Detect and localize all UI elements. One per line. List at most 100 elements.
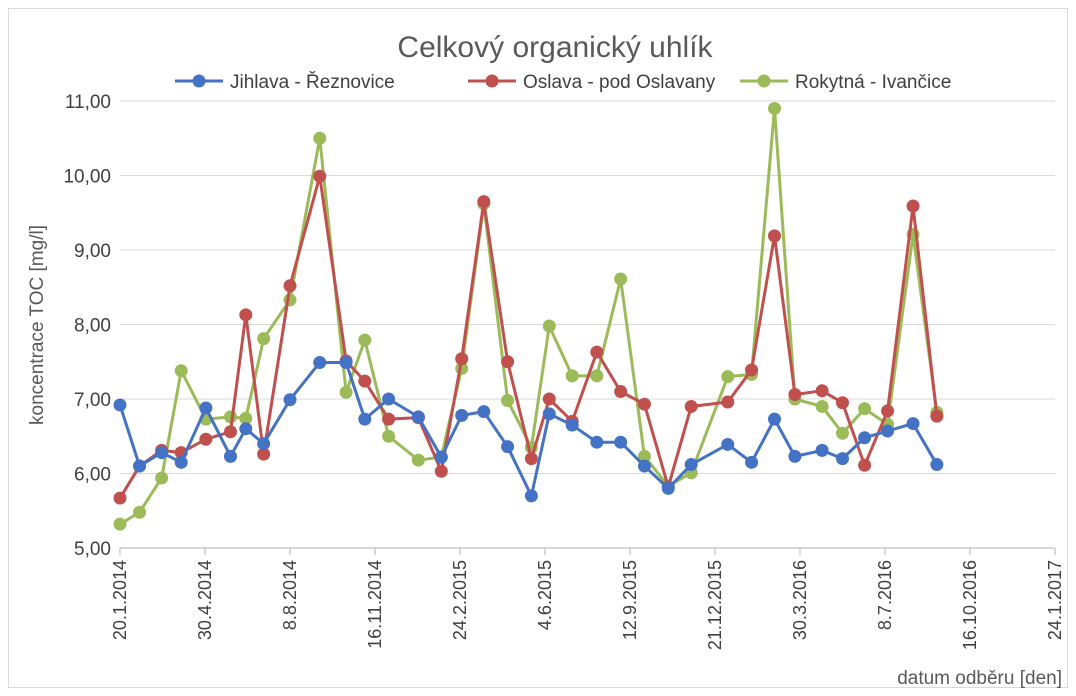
y-tick-label: 6,00	[74, 465, 111, 486]
data-point	[815, 399, 829, 413]
data-point	[637, 459, 651, 473]
data-point	[745, 363, 759, 377]
data-point	[501, 355, 515, 369]
data-point	[614, 385, 628, 399]
legend-item: Oslava - pod Oslavany	[468, 72, 716, 93]
legend: Jihlava - Řeznovice Oslava - pod Oslavany…	[175, 71, 951, 93]
x-tick-label: 20.1.2014	[110, 560, 130, 640]
data-point	[906, 417, 920, 431]
data-point	[257, 447, 271, 461]
data-point	[684, 399, 698, 413]
data-point	[283, 393, 297, 407]
legend-item: Rokytná - Ivančice	[740, 72, 951, 93]
data-point	[133, 459, 147, 473]
data-point	[788, 388, 802, 402]
data-point	[199, 432, 213, 446]
x-tick-label: 30.3.2016	[790, 560, 810, 640]
data-point	[745, 455, 759, 469]
data-point	[721, 370, 735, 384]
data-point	[477, 405, 491, 419]
data-point	[858, 458, 872, 472]
data-point	[113, 491, 127, 505]
legend-marker	[485, 74, 499, 88]
x-tick-label: 8.7.2016	[875, 560, 895, 630]
data-point	[906, 199, 920, 213]
data-point	[174, 364, 188, 378]
data-point	[239, 422, 253, 436]
data-point	[881, 424, 895, 438]
data-point	[768, 229, 781, 243]
y-tick-label: 11,00	[65, 92, 111, 113]
data-point	[358, 412, 372, 426]
data-point	[858, 431, 872, 445]
data-point	[155, 471, 169, 485]
data-point	[455, 408, 469, 422]
legend-label: Rokytná - Ivančice	[795, 72, 951, 93]
data-point	[434, 464, 448, 478]
data-point	[815, 443, 829, 457]
data-point	[815, 384, 829, 398]
series-0	[113, 355, 944, 503]
data-point	[590, 369, 604, 383]
data-point	[434, 450, 448, 464]
data-point	[501, 393, 515, 407]
series-2	[113, 101, 944, 531]
data-point	[524, 452, 538, 466]
x-tick-label: 21.12.2015	[705, 560, 725, 650]
data-point	[788, 449, 802, 463]
x-tick-label: 16.10.2016	[960, 560, 980, 650]
data-point	[339, 385, 353, 399]
legend-marker	[757, 74, 771, 88]
data-point	[930, 458, 944, 472]
data-point	[239, 308, 253, 322]
legend-item: Jihlava - Řeznovice	[175, 71, 395, 93]
data-point	[637, 397, 651, 411]
data-point	[881, 404, 895, 418]
data-point	[614, 435, 628, 449]
data-point	[524, 489, 538, 503]
x-tick-label: 12.9.2015	[620, 560, 640, 640]
data-point	[590, 345, 604, 359]
data-point	[721, 437, 735, 451]
data-point	[313, 131, 327, 145]
legend-label: Oslava - pod Oslavany	[523, 72, 716, 93]
data-point	[155, 446, 169, 460]
y-tick-label: 5,00	[74, 539, 111, 560]
data-point	[590, 435, 604, 449]
x-tick-labels: 20.1.2014 30.4.2014 8.8.2014 16.11.2014 24.2…	[110, 560, 1065, 650]
y-axis-label: koncentrace TOC [mg/l]	[27, 225, 48, 425]
data-point	[542, 319, 556, 333]
data-point	[768, 101, 781, 115]
data-point	[930, 409, 944, 423]
series-layer	[113, 101, 944, 531]
data-point	[565, 369, 579, 383]
data-point	[358, 374, 372, 388]
data-point	[174, 455, 188, 469]
data-point	[382, 412, 396, 426]
legend-marker	[192, 74, 206, 88]
legend-label: Jihlava - Řeznovice	[230, 71, 395, 93]
y-tick-label: 8,00	[74, 316, 111, 337]
data-point	[614, 272, 628, 286]
data-point	[199, 401, 213, 415]
data-point	[858, 402, 872, 416]
x-tick-label: 16.11.2014	[365, 560, 385, 649]
data-point	[382, 392, 396, 406]
data-point	[542, 392, 556, 406]
chart-frame	[8, 8, 1068, 688]
data-point	[224, 449, 237, 463]
x-axis-label: datum odběru [den]	[897, 668, 1062, 689]
data-point	[313, 355, 327, 369]
data-point	[358, 333, 372, 347]
data-point	[768, 412, 781, 426]
data-point	[684, 458, 698, 472]
x-tick-label: 30.4.2014	[195, 560, 215, 640]
data-point	[382, 429, 396, 443]
data-point	[836, 396, 849, 410]
x-tick-label: 4.6.2015	[535, 560, 555, 630]
data-point	[133, 505, 147, 519]
x-tick-label: 24.1.2017	[1045, 560, 1065, 640]
data-point	[283, 279, 297, 293]
data-point	[721, 395, 735, 409]
